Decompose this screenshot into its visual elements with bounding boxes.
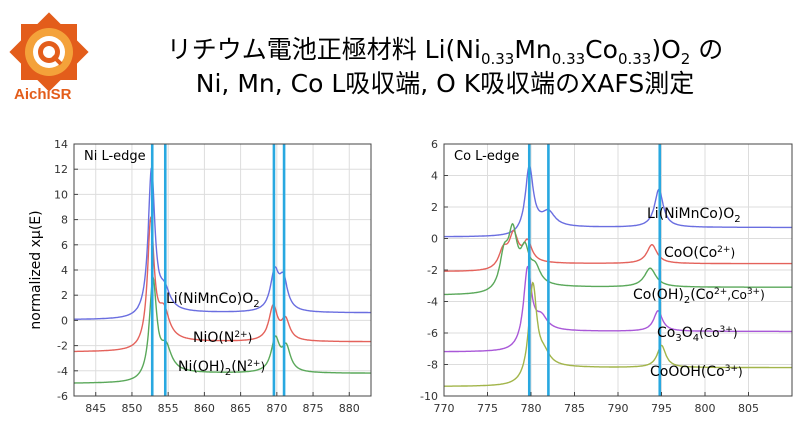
series-line-1 xyxy=(444,229,792,272)
series-label-3: Co3​O4​(Co3+​) xyxy=(657,325,738,344)
y-tick-label: -6 xyxy=(57,390,68,403)
y-tick-label: 12 xyxy=(54,163,68,176)
y-tick-label: -4 xyxy=(57,365,68,378)
y-tick-label: -8 xyxy=(427,359,438,372)
x-tick-label: 780 xyxy=(521,402,542,415)
series-label-1: NiO(N2+​) xyxy=(193,330,252,346)
y-tick-label: 2 xyxy=(61,289,68,302)
x-tick-label: 845 xyxy=(85,402,106,415)
aichisr-logo xyxy=(9,12,89,92)
series-line-4 xyxy=(444,281,792,387)
series-label-0: Li(NiMnCo)O2​ xyxy=(166,291,260,310)
y-tick-label: 0 xyxy=(431,233,438,246)
series-label-0: Li(NiMnCo)O2​ xyxy=(647,206,741,225)
y-tick-label: 14 xyxy=(54,138,68,151)
series-line-3 xyxy=(444,265,792,353)
y-tick-label: 8 xyxy=(61,214,68,227)
x-tick-label: 875 xyxy=(303,402,324,415)
y-tick-label: 6 xyxy=(61,239,68,252)
y-tick-label: 2 xyxy=(431,201,438,214)
y-tick-label: -2 xyxy=(57,340,68,353)
y-tick-label: 4 xyxy=(431,170,438,183)
y-tick-label: 6 xyxy=(431,138,438,151)
x-tick-label: 795 xyxy=(651,402,672,415)
x-tick-label: 860 xyxy=(194,402,215,415)
x-tick-label: 855 xyxy=(158,402,179,415)
logo-text: AichiSR xyxy=(14,86,72,103)
x-tick-label: 805 xyxy=(738,402,759,415)
x-tick-label: 785 xyxy=(564,402,585,415)
x-tick-label: 865 xyxy=(230,402,251,415)
series-line-1 xyxy=(74,216,371,353)
page-title-line1: リチウム電池正極材料 Li(Ni0.33Mn0.33Co0.33)O2 の xyxy=(166,35,724,68)
series-label-4: CoOOH(Co3+​) xyxy=(650,364,743,380)
x-tick-label: 770 xyxy=(434,402,455,415)
series-label-2: Ni(OH)2​(N2+​) xyxy=(178,359,265,378)
x-tick-label: 790 xyxy=(608,402,629,415)
y-tick-label: -6 xyxy=(427,327,438,340)
y-tick-label: 10 xyxy=(54,188,68,201)
series-label-2: Co(OH)2​(Co2+​,Co3+​) xyxy=(633,287,765,306)
logo-emblem-icon xyxy=(9,12,89,92)
y-axis-label: normalized xμ(E) xyxy=(28,210,44,329)
x-tick-label: 870 xyxy=(266,402,287,415)
chart-annotation: Co L-edge xyxy=(454,149,519,164)
x-tick-label: 800 xyxy=(695,402,716,415)
x-tick-label: 775 xyxy=(477,402,498,415)
chart-annotation: Ni L-edge xyxy=(84,149,146,164)
series-label-1: CoO(Co2+​) xyxy=(664,245,735,261)
ni-l-edge-chart: 845 850 855 860 865 870 875 880 -6 -4 -2 0 2 4 6 8 10 12 1… xyxy=(28,138,372,415)
series-line-0 xyxy=(74,165,371,320)
x-tick-label: 880 xyxy=(339,402,360,415)
page-title-line2: Ni, Mn, Co L吸収端, O K吸収端のXAFS測定 xyxy=(195,69,695,98)
y-tick-label: -10 xyxy=(420,390,438,403)
y-tick-label: 0 xyxy=(61,314,68,327)
series-line-2 xyxy=(443,222,792,296)
y-tick-label: -4 xyxy=(427,296,438,309)
series-line-0 xyxy=(444,164,792,238)
co-l-edge-chart: 770 775 780 785 790 795 800 805 -10 -8 -6 -4 -2 0 2 4 6 C… xyxy=(420,138,793,415)
series-line-2 xyxy=(74,276,371,384)
y-tick-label: -2 xyxy=(427,264,438,277)
y-tick-label: 4 xyxy=(61,264,68,277)
x-tick-label: 850 xyxy=(121,402,142,415)
